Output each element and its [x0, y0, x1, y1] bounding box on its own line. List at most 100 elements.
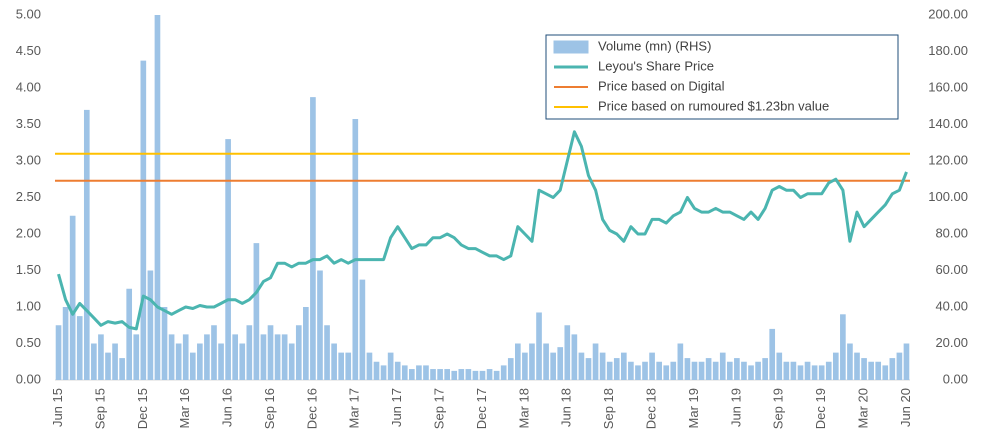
y-tick-label: 3.50 [16, 116, 41, 131]
x-tick-label: Dec 19 [813, 388, 828, 429]
volume-bar [896, 352, 903, 380]
volume-bar [698, 361, 705, 380]
x-tick-label: Dec 16 [304, 388, 319, 429]
legend-swatch [553, 40, 589, 54]
volume-bar [832, 352, 839, 380]
volume-bar [734, 358, 740, 380]
volume-bar [818, 365, 825, 380]
volume-bar [197, 343, 203, 380]
volume-bar [613, 358, 620, 380]
volume-bar [571, 334, 578, 380]
legend-label: Price based on rumoured $1.23bn value [598, 98, 829, 113]
x-tick-label: Mar 18 [516, 388, 531, 428]
y-tick-label: 2.50 [16, 189, 41, 204]
volume-bar [882, 365, 889, 380]
volume-bar [182, 334, 189, 380]
x-tick-label: Dec 15 [135, 388, 150, 429]
volume-bar [606, 361, 613, 380]
y2-tick-label: 160.00 [928, 79, 968, 94]
volume-bar [98, 334, 104, 380]
volume-bar [868, 361, 874, 380]
volume-bar [472, 370, 479, 380]
price-line [57, 130, 908, 331]
volume-bar [804, 361, 811, 380]
volume-bar [366, 352, 373, 380]
volume-bar [62, 307, 69, 380]
volume-bar [345, 352, 352, 380]
volume-bar [401, 365, 408, 380]
x-tick-label: Sep 16 [262, 388, 277, 429]
volume-bar [691, 361, 698, 380]
volume-bar [394, 361, 401, 380]
volume-bar [649, 352, 655, 380]
x-tick-label: Jun 19 [728, 388, 743, 427]
volume-bar [260, 334, 267, 380]
volume-bar [112, 343, 118, 380]
volume-bar [705, 358, 712, 380]
legend-label: Leyou's Share Price [598, 58, 714, 73]
volume-bar [218, 343, 224, 380]
y-tick-label: 4.50 [16, 43, 41, 58]
volume-bar [310, 97, 316, 380]
volume-bar [536, 312, 542, 380]
volume-bar [684, 358, 691, 380]
volume-bar [69, 215, 76, 380]
x-tick-label: Mar 17 [347, 388, 362, 428]
volume-bar [317, 270, 323, 380]
volume-bar [303, 307, 309, 380]
x-tick-label: Jun 20 [898, 388, 913, 427]
volume-bar [133, 334, 140, 380]
x-tick-label: Dec 17 [474, 388, 489, 429]
volume-bar [840, 314, 846, 380]
volume-bar [776, 352, 783, 380]
volume-bar [105, 352, 111, 380]
volume-bar [239, 343, 246, 380]
x-tick-label: Jun 18 [559, 388, 574, 427]
volume-bar [147, 270, 154, 380]
y-tick-label: 1.50 [16, 262, 41, 277]
legend: Volume (mn) (RHS) Leyou's Share Price Pric… [545, 34, 899, 120]
y2-tick-label: 140.00 [928, 116, 968, 131]
volume-bar [225, 139, 231, 380]
x-tick-label: Sep 17 [432, 388, 447, 429]
volume-bar [592, 343, 599, 380]
volume-bar [670, 361, 677, 380]
volume-bar [373, 361, 380, 380]
volume-bar [479, 370, 486, 380]
volume-bar [599, 352, 606, 380]
x-tick-label: Sep 19 [771, 388, 786, 429]
volume-bar [267, 325, 274, 380]
volume-bar [352, 119, 359, 381]
volume-bar [719, 352, 726, 380]
volume-bar [875, 361, 882, 380]
volume-bar [663, 365, 670, 380]
volume-bar [416, 365, 422, 380]
volume-bar [91, 343, 97, 380]
volume-bar [55, 325, 62, 380]
volume-bar [889, 358, 896, 380]
y-tick-label: 2.00 [16, 225, 41, 240]
volume-bar [861, 358, 867, 380]
volume-bar [762, 358, 768, 380]
volume-bar [741, 361, 747, 380]
volume-bar [154, 15, 161, 380]
volume-bar [543, 343, 549, 380]
y2-tick-label: 0.00 [943, 371, 968, 386]
volume-bar [529, 343, 535, 380]
volume-bar [564, 325, 571, 380]
volume-bar [677, 343, 684, 380]
y-tick-label: 1.00 [16, 298, 41, 313]
x-tick-label: Dec 18 [644, 388, 659, 429]
volume-bar [387, 352, 394, 380]
y2-tick-label: 40.00 [935, 298, 968, 313]
volume-bar [465, 369, 472, 380]
y2-tick-label: 60.00 [935, 262, 968, 277]
volume-bar [726, 361, 733, 380]
volume-bar [790, 361, 797, 380]
y2-tick-label: 120.00 [928, 152, 968, 167]
volume-bar [437, 369, 443, 380]
x-tick-label: Mar 19 [686, 388, 701, 428]
volume-bar [903, 343, 910, 380]
volume-bar [168, 334, 175, 380]
